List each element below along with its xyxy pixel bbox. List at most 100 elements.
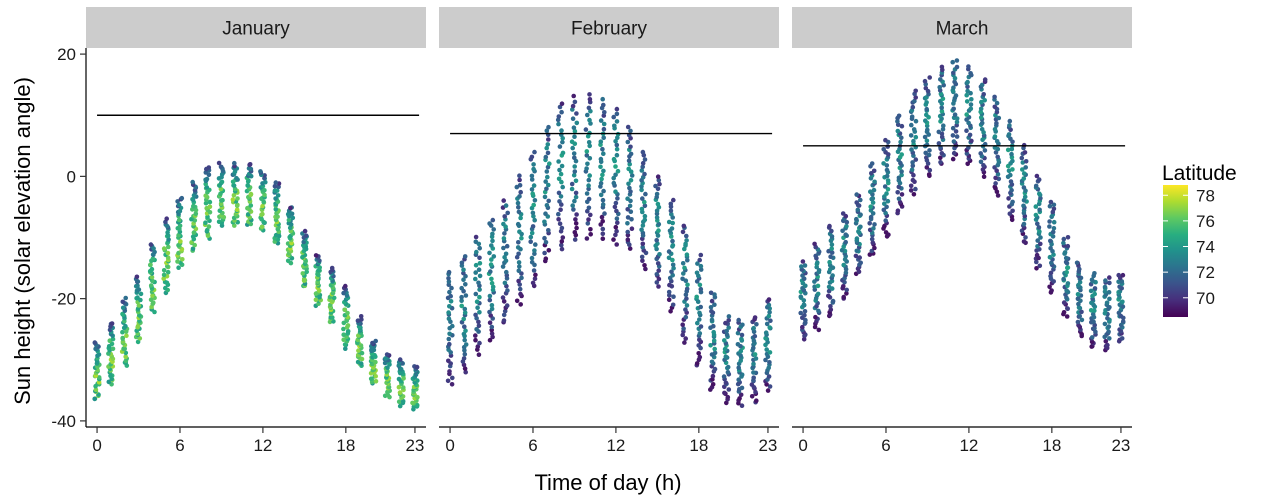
data-point xyxy=(725,394,731,400)
x-tick-label: 18 xyxy=(1042,436,1061,455)
data-point xyxy=(1075,319,1081,325)
data-point xyxy=(488,262,494,267)
data-point xyxy=(502,254,507,260)
data-point xyxy=(491,227,497,232)
data-point xyxy=(545,150,551,156)
data-point xyxy=(258,169,263,174)
data-point xyxy=(981,174,987,179)
data-point xyxy=(489,331,495,336)
data-point xyxy=(273,180,279,185)
y-tick-label: -40 xyxy=(51,412,76,431)
data-point xyxy=(487,250,492,256)
data-point xyxy=(572,99,578,105)
data-point xyxy=(739,336,744,342)
data-point xyxy=(625,215,631,220)
data-point xyxy=(627,161,632,167)
data-point xyxy=(462,351,468,357)
data-point xyxy=(1091,319,1096,325)
data-point xyxy=(572,164,577,169)
data-point xyxy=(683,241,688,247)
data-point xyxy=(342,307,348,313)
data-point xyxy=(1021,221,1027,227)
data-point xyxy=(543,256,549,262)
data-point xyxy=(560,136,565,141)
data-point xyxy=(751,370,756,375)
data-point xyxy=(135,295,140,300)
data-point xyxy=(490,238,495,244)
data-point xyxy=(978,159,984,165)
data-point xyxy=(476,267,482,273)
data-point xyxy=(530,191,535,196)
x-tick-label: 23 xyxy=(758,436,777,455)
data-point xyxy=(570,116,576,121)
data-point xyxy=(978,151,983,156)
data-point xyxy=(885,144,890,149)
data-point xyxy=(475,344,481,349)
data-point xyxy=(642,171,647,177)
data-point xyxy=(1050,229,1056,235)
data-point xyxy=(625,237,631,242)
data-point xyxy=(1102,321,1108,327)
data-point xyxy=(992,165,997,170)
data-point xyxy=(275,193,281,198)
data-point xyxy=(574,120,580,126)
data-point xyxy=(473,333,478,338)
data-point xyxy=(462,254,468,259)
data-point xyxy=(1077,280,1083,285)
data-point xyxy=(968,106,974,112)
data-point xyxy=(544,128,550,133)
data-point xyxy=(951,139,957,144)
data-point xyxy=(872,179,877,185)
data-point xyxy=(1047,219,1052,224)
data-point xyxy=(205,214,210,220)
data-point xyxy=(600,96,605,102)
data-point xyxy=(532,149,537,155)
data-point xyxy=(640,149,646,155)
data-point xyxy=(653,183,658,189)
data-point xyxy=(584,153,590,158)
data-point xyxy=(559,225,565,231)
data-point xyxy=(911,192,917,197)
data-point xyxy=(1047,224,1052,229)
data-point xyxy=(600,219,605,224)
data-point xyxy=(234,175,239,181)
data-point xyxy=(816,308,821,314)
data-points xyxy=(445,92,773,409)
data-point xyxy=(1062,250,1068,255)
data-point xyxy=(1033,212,1039,218)
data-point xyxy=(1074,260,1080,266)
data-point xyxy=(546,137,551,142)
data-point xyxy=(965,88,970,94)
data-point xyxy=(109,321,115,326)
data-point xyxy=(586,183,591,188)
data-point xyxy=(854,216,859,222)
data-point xyxy=(640,164,645,170)
data-point xyxy=(1064,270,1069,275)
data-point xyxy=(885,178,891,183)
data-point xyxy=(178,239,183,244)
data-point xyxy=(515,200,521,206)
data-point xyxy=(978,115,984,120)
data-point xyxy=(815,260,820,265)
data-point xyxy=(1092,291,1097,297)
data-point xyxy=(994,168,999,173)
data-point xyxy=(671,265,676,271)
data-point xyxy=(558,194,564,199)
data-point xyxy=(559,101,565,106)
data-point xyxy=(939,151,945,156)
data-point xyxy=(753,356,759,361)
data-point xyxy=(161,268,167,273)
data-point xyxy=(317,265,323,270)
data-point xyxy=(473,276,478,282)
data-point xyxy=(941,123,946,128)
data-point xyxy=(1006,132,1012,137)
data-point xyxy=(909,147,914,152)
data-point xyxy=(461,316,467,322)
data-point xyxy=(161,272,167,278)
data-point xyxy=(556,114,562,119)
data-point xyxy=(995,193,1001,198)
data-point xyxy=(1103,339,1109,344)
data-point xyxy=(923,118,928,123)
data-point xyxy=(446,336,452,342)
data-point xyxy=(670,257,675,263)
